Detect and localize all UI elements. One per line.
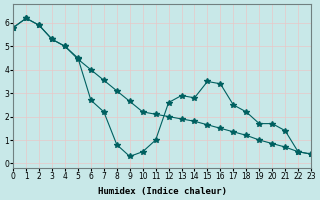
X-axis label: Humidex (Indice chaleur): Humidex (Indice chaleur) [98, 187, 227, 196]
